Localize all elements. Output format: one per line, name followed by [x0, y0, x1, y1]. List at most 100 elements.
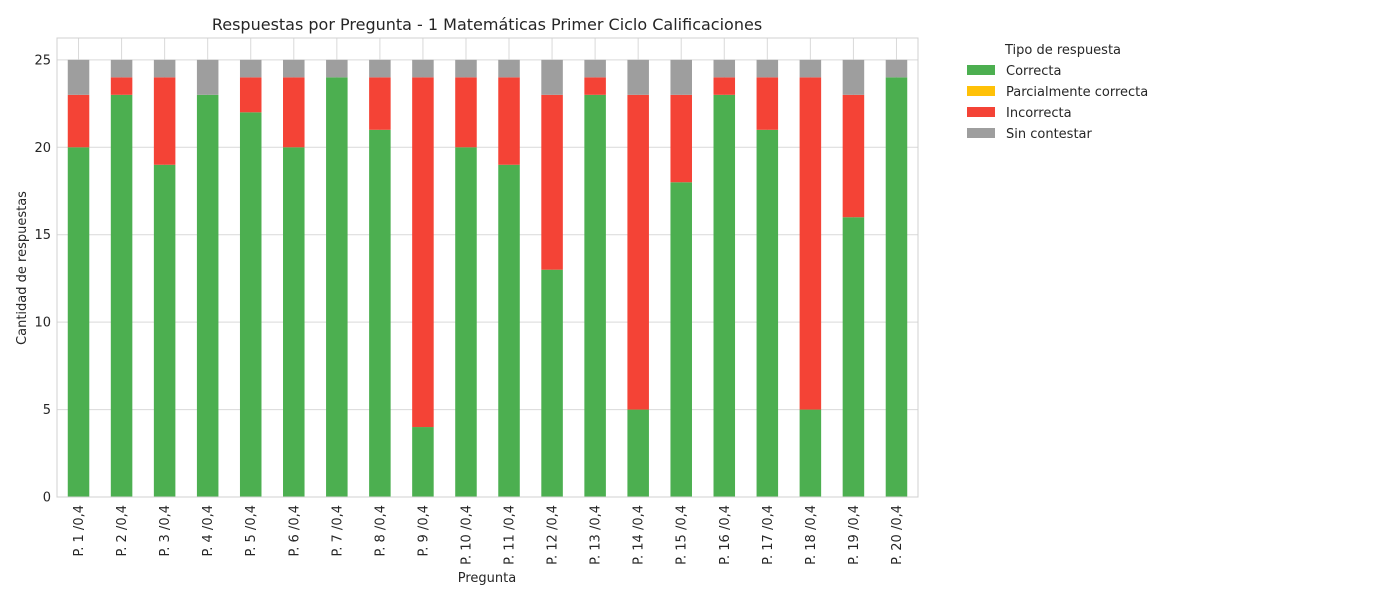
x-tick-label: P. 2 /0,4 [115, 505, 130, 557]
bar-segment [455, 77, 477, 148]
legend-swatch [967, 128, 995, 138]
x-tick-label: P. 19 /0,4 [847, 505, 862, 565]
bar-segment [153, 59, 176, 78]
x-tick-label: P. 18 /0,4 [804, 505, 819, 565]
bar-segment [412, 59, 434, 78]
bar-segment [713, 59, 736, 78]
bar-segment [67, 94, 90, 148]
x-tick-label: P. 11 /0,4 [503, 505, 518, 565]
x-tick-label: P. 12 /0,4 [546, 505, 561, 565]
chart-title: Respuestas por Pregunta - 1 Matemáticas … [212, 15, 762, 34]
bar-segment [670, 94, 692, 183]
bar-segment [541, 94, 563, 270]
bar-segment [110, 59, 133, 78]
bar-segment [326, 77, 348, 497]
bar-segment [67, 59, 90, 95]
bar-segment [412, 77, 434, 428]
bar-segment [627, 409, 649, 497]
bars [67, 59, 908, 498]
bar-segment [369, 59, 391, 78]
bar-segment [713, 77, 736, 95]
bar-segment [756, 77, 779, 130]
bar-segment [412, 427, 434, 497]
y-axis-label: Cantidad de respuestas [15, 191, 30, 345]
bar-segment [541, 269, 563, 497]
bar-segment [498, 59, 520, 78]
bar-segment [196, 59, 219, 95]
bar-segment [498, 77, 520, 165]
bar-segment [67, 147, 90, 498]
y-tick-label: 0 [43, 491, 51, 506]
bar-segment [196, 94, 219, 497]
x-tick-label: P. 13 /0,4 [589, 505, 604, 565]
y-ticks: 0 5 10 15 20 25 [34, 53, 51, 505]
bar-segment [239, 112, 262, 498]
legend-title: Tipo de respuesta [1004, 43, 1121, 58]
bar-segment [455, 147, 477, 498]
bar-segment [756, 129, 779, 498]
y-tick-label: 20 [34, 141, 51, 156]
legend-entry: Sin contestar [1006, 127, 1093, 142]
y-tick-label: 10 [34, 316, 51, 331]
legend-entry: Correcta [1006, 64, 1061, 79]
bar-segment [283, 59, 305, 78]
bar-segment [153, 164, 176, 497]
bar-segment [455, 59, 477, 78]
bar-segment [110, 77, 133, 95]
legend-swatch [967, 65, 995, 75]
legend: Tipo de respuesta Correcta Parcialmente c… [967, 43, 1148, 142]
x-tick-label: P. 1 /0,4 [72, 505, 87, 557]
x-tick-label: P. 6 /0,4 [287, 505, 302, 557]
legend-swatch [967, 107, 995, 117]
x-tick-label: P. 10 /0,4 [459, 505, 474, 565]
bar-segment [885, 59, 908, 78]
x-tick-label: P. 14 /0,4 [632, 505, 647, 565]
bar-segment [326, 59, 348, 78]
bar-segment [842, 217, 865, 497]
bar-segment [799, 77, 822, 410]
bar-segment [670, 59, 692, 95]
bar-segment [756, 59, 779, 78]
bar-segment [110, 94, 133, 497]
plot-frame [56, 37, 919, 498]
x-tick-label: P. 17 /0,4 [761, 505, 776, 565]
x-tick-label: P. 20 /0,4 [890, 505, 905, 565]
bar-segment [670, 182, 692, 497]
bar-segment [153, 77, 176, 165]
bar-segment [584, 77, 606, 95]
x-tick-label: P. 15 /0,4 [675, 505, 690, 565]
x-tick-label: P. 3 /0,4 [158, 505, 173, 557]
bar-segment [799, 59, 822, 78]
bar-segment [584, 94, 606, 497]
x-tick-label: P. 8 /0,4 [373, 505, 388, 557]
x-tick-label: P. 7 /0,4 [330, 505, 345, 557]
bar-segment [584, 59, 606, 78]
grid-lines [57, 38, 918, 498]
x-tick-label: P. 9 /0,4 [416, 505, 431, 557]
legend-entry: Incorrecta [1006, 106, 1072, 121]
x-tick-label: P. 4 /0,4 [201, 505, 216, 557]
bar-segment [627, 59, 649, 95]
bar-segment [498, 164, 520, 497]
bar-segment [369, 129, 391, 498]
x-axis-label: Pregunta [458, 571, 516, 586]
y-tick-label: 15 [34, 228, 51, 243]
bar-segment [713, 94, 736, 497]
bar-segment [627, 94, 649, 410]
x-tick-label: P. 16 /0,4 [718, 505, 733, 565]
x-tick-label: P. 5 /0,4 [244, 505, 259, 557]
bar-segment [239, 59, 262, 78]
bar-segment [239, 77, 262, 113]
legend-entry: Parcialmente correcta [1006, 85, 1148, 100]
bar-segment [369, 77, 391, 130]
bar-segment [842, 94, 865, 218]
y-tick-label: 5 [43, 403, 51, 418]
bar-segment [283, 147, 305, 498]
bar-segment [283, 77, 305, 148]
bar-segment [799, 409, 822, 497]
y-tick-label: 25 [34, 53, 51, 68]
x-ticks: P. 1 /0,4 P. 2 /0,4 P. 3 /0,4 P. 4 /0,4 P. 5… [72, 505, 905, 565]
bar-segment [842, 59, 865, 95]
